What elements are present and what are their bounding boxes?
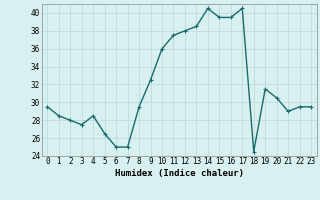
X-axis label: Humidex (Indice chaleur): Humidex (Indice chaleur) (115, 169, 244, 178)
